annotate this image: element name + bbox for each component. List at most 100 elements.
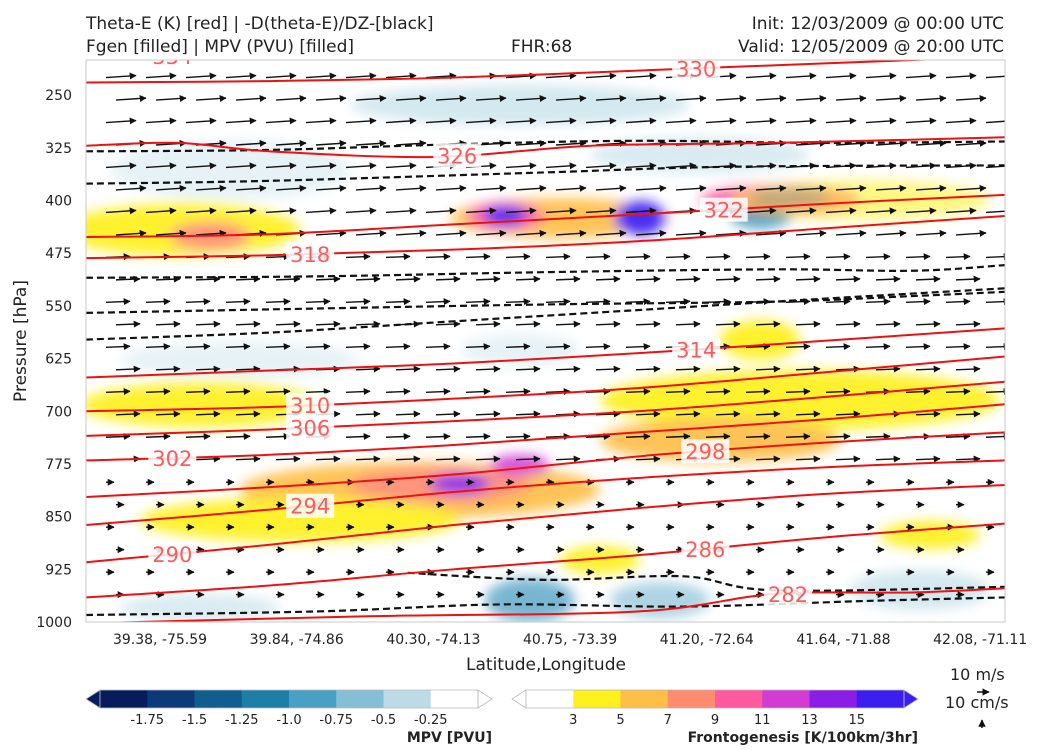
wind-arrow (865, 162, 897, 170)
wind-arrow (715, 275, 741, 283)
wind-arrow (505, 162, 537, 170)
colorbar-swatch (194, 690, 243, 708)
wind-arrow (275, 94, 307, 102)
wind-arrow (585, 207, 617, 215)
wind-arrow (635, 275, 661, 283)
wind-arrow (515, 365, 541, 373)
theta-e-line (86, 327, 1005, 379)
theta-e-label: 310 (290, 394, 330, 418)
theta-e-line (86, 431, 1005, 498)
theta-e-line (86, 380, 1005, 437)
wind-arrow (835, 139, 867, 147)
wind-arrow (395, 184, 427, 192)
wind-arrow (315, 94, 347, 102)
plot-frame (85, 59, 1006, 623)
wind-arrow (985, 343, 1005, 351)
wind-arrow (315, 229, 347, 237)
wind-arrow (425, 433, 451, 441)
wind-arrow (395, 320, 421, 328)
wind-arrow (755, 410, 781, 418)
wind-arrow (875, 365, 901, 373)
colorbar-tick: -0.5 (371, 713, 396, 728)
wind-arrow (425, 253, 451, 261)
wind-arrow (985, 388, 1005, 396)
wind-arrow (115, 365, 141, 373)
wind-arrow (795, 365, 821, 373)
wind-arrow (505, 207, 537, 215)
wind-arrow (395, 410, 421, 418)
wind-arrow (515, 275, 541, 283)
theta-e-label-bg (681, 536, 730, 561)
wind-arrow (795, 229, 827, 237)
theta-e-label-bg (148, 542, 197, 567)
wind-arrow (345, 162, 377, 170)
wind-arrow (395, 139, 427, 147)
wind-arrow (825, 72, 857, 80)
wind-arrow (425, 343, 451, 351)
wind-arrow (505, 117, 537, 125)
wind-arrow (865, 117, 897, 125)
wind-arrow (355, 410, 381, 418)
wind-arrow (545, 388, 571, 396)
wind-arrow (355, 365, 381, 373)
wind-arrow (385, 253, 411, 261)
wind-arrow (985, 120, 1005, 124)
wind-arrow (705, 388, 731, 396)
colorbar-tick: 5 (616, 713, 624, 728)
wind-arrow (595, 94, 627, 102)
wind-arrow (795, 275, 821, 283)
wind-arrow (195, 275, 221, 283)
theta-e-line (86, 484, 1005, 564)
wind-arrow (585, 298, 611, 306)
wind-arrow (915, 139, 947, 147)
wind-arrow (665, 298, 691, 306)
wind-arrow (155, 275, 181, 283)
colorbar-frame (99, 689, 479, 709)
wind-arrow (345, 298, 371, 306)
colorbar-swatch (856, 690, 905, 708)
y-axis-label: Pressure [hPa] (11, 280, 31, 402)
wind-arrow (305, 72, 337, 80)
wind-arrow (755, 365, 781, 373)
wind-arrow (475, 365, 501, 373)
wind-arrow (955, 139, 987, 147)
wind-arrow (545, 162, 577, 170)
wind-arrow (705, 162, 737, 170)
wind-arrow (625, 253, 651, 261)
wind-arrow (835, 410, 861, 418)
colorbar-extend-high (903, 689, 919, 709)
title-line-1: Theta-E (K) [red] | -D(theta-E)/DZ-[blac… (86, 14, 434, 34)
wind-arrow (545, 207, 577, 215)
theta-e-label: 294 (290, 495, 330, 519)
wind-arrow (385, 298, 411, 306)
wind-arrow (745, 162, 777, 170)
wind-arrow (265, 162, 297, 170)
wind-arrow (475, 229, 507, 237)
colorbar-swatch (715, 690, 763, 708)
wind-arrow (185, 298, 211, 306)
colorbar-tick: 15 (848, 713, 865, 728)
wind-arrow (595, 410, 621, 418)
wind-arrow (145, 433, 171, 441)
wind-arrow (475, 184, 507, 192)
wind-arrow (225, 298, 251, 306)
wind-arrow (465, 298, 491, 306)
wind-arrow (955, 94, 987, 102)
wind-arrow (675, 365, 701, 373)
stability-contour (86, 164, 1005, 185)
wind-arrow (475, 94, 507, 102)
frontogenesis-colorbar-label: Frontogenesis [K/100km/3hr] (688, 730, 918, 746)
wind-arrow (225, 117, 257, 125)
wind-arrow (155, 184, 187, 192)
wind-arrow (865, 433, 891, 441)
wind-arrow (105, 388, 131, 396)
wind-arrow (955, 184, 987, 192)
wind-arrow (395, 275, 421, 283)
theta-e-line (101, 587, 1005, 622)
colorbar-swatch (147, 690, 195, 708)
wind-arrow (825, 298, 851, 306)
wind-arrow (835, 184, 867, 192)
stability-contour (86, 290, 1005, 314)
wind-arrow (115, 275, 141, 283)
wind-arrow (185, 388, 211, 396)
